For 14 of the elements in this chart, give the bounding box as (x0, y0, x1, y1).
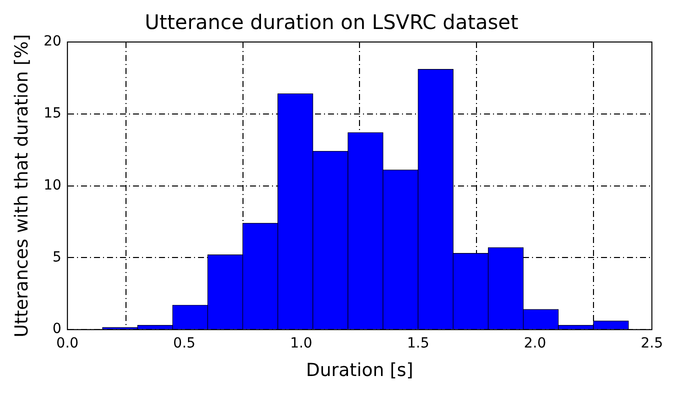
x-tick-label: 2.0 (524, 336, 546, 352)
x-tick-label: 2.5 (640, 336, 663, 352)
y-tick-label: 0 (52, 321, 62, 338)
x-tick-label: 0.0 (56, 336, 79, 352)
y-tick-label: 15 (44, 106, 62, 122)
y-axis-title: Utterances with that duration [%] (11, 34, 32, 338)
x-tick-label: 1.5 (406, 336, 430, 352)
x-tick-label: 0.5 (173, 336, 196, 352)
chart-title: Utterance duration on LSVRC dataset (144, 10, 518, 34)
y-tick-label: 10 (44, 177, 62, 194)
x-axis-title: Duration [s] (306, 360, 414, 381)
y-tick-label: 20 (44, 34, 62, 50)
y-tick-label: 5 (52, 249, 62, 266)
x-tick-label: 1.0 (290, 336, 312, 352)
